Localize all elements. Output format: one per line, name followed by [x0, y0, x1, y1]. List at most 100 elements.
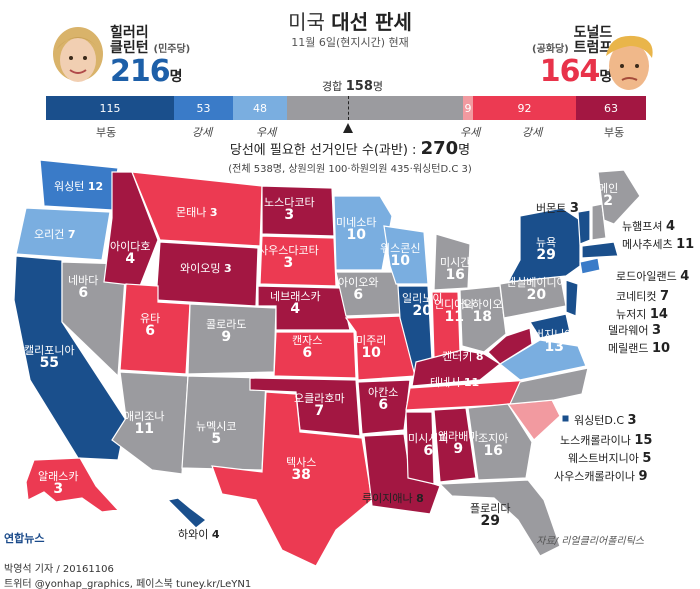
label-ut-votes: 6 — [145, 323, 155, 339]
state-va[interactable] — [498, 339, 587, 381]
clinton-name-text: 클린턴 — [110, 40, 149, 56]
state-md[interactable] — [529, 313, 571, 339]
state-mo[interactable] — [344, 315, 417, 381]
state-ms[interactable] — [405, 411, 435, 485]
label-ky-name: 켄터키 — [442, 350, 473, 363]
label-tx-votes: 38 — [291, 467, 311, 483]
callout-nj-name: 뉴저지 — [616, 308, 647, 321]
label-az-votes: 11 — [134, 421, 154, 437]
callout-ma-votes: 11 — [676, 237, 695, 252]
callout-dc-votes: 3 — [627, 413, 637, 428]
state-ma[interactable] — [581, 241, 619, 259]
label-pa-votes: 20 — [526, 287, 547, 303]
label-oh-name: 오하이오 — [462, 298, 503, 311]
callout-ri: 로드아일랜드 4 — [616, 268, 689, 284]
callout-sc-name: 사우스캐롤라이나 — [554, 470, 635, 483]
label-ms: 미시시피 6 — [408, 432, 448, 458]
label-nm-name: 뉴멕시코 — [196, 420, 237, 433]
label-il-name: 일리노이 — [402, 292, 443, 305]
label-id: 아이다호 4 — [110, 240, 150, 266]
state-sd[interactable] — [259, 235, 337, 287]
state-oh[interactable] — [459, 285, 507, 353]
label-oh-votes: 18 — [472, 309, 492, 325]
state-mt[interactable] — [131, 171, 263, 247]
map-title: 미국 대선 판세 — [0, 6, 700, 35]
callout-nh-votes: 4 — [665, 219, 676, 234]
state-ct[interactable] — [579, 257, 601, 275]
label-tx-name: 텍사스 — [286, 456, 317, 469]
state-me[interactable] — [597, 169, 641, 225]
map-subtitle: 11월 6일(현지시간) 현재 — [291, 36, 409, 49]
state-mi[interactable] — [433, 233, 471, 291]
label-d-lean: 우세 — [256, 126, 277, 139]
label-la-votes: 8 — [416, 492, 424, 505]
callout-wv-name: 웨스트버지니아 — [568, 452, 639, 465]
state-wi[interactable] — [383, 225, 429, 285]
callout-md: 메릴랜드 10 — [608, 340, 670, 356]
label-al-name: 앨라배마 — [438, 430, 479, 443]
label-va-name: 버지니아 — [534, 328, 575, 341]
clinton-name-last: 클린턴 (민주당) — [110, 41, 190, 57]
trump-votes: 164 — [539, 54, 601, 89]
state-ks[interactable] — [273, 331, 357, 379]
tossup-text: 경합 — [322, 80, 343, 93]
label-oh: 오하이오 18 — [462, 298, 502, 324]
label-wa: 워싱턴 12 — [54, 180, 103, 193]
bar-segment-d-lean: 48 — [233, 96, 287, 120]
label-me-name: 메인 — [598, 182, 619, 195]
state-nj[interactable] — [565, 279, 579, 317]
state-ar[interactable] — [357, 379, 411, 435]
bar-segment-tossup — [287, 96, 463, 120]
state-la[interactable] — [363, 433, 441, 515]
label-la: 루이지애나 8 — [362, 492, 424, 505]
trump-block: 도널드 (공화당) 트럼프 164명 — [532, 26, 612, 87]
byline: 박영석 기자 / 20161106 — [4, 564, 114, 575]
label-in-votes: 11 — [444, 309, 464, 325]
trump-portrait — [606, 35, 653, 90]
state-or[interactable] — [15, 207, 111, 261]
callout-de: 델라웨어 3 — [608, 322, 661, 338]
label-ok-name: 오클라호마 — [294, 392, 345, 405]
state-ak[interactable] — [25, 457, 120, 513]
state-ny[interactable] — [506, 207, 581, 283]
state-fl[interactable] — [438, 479, 561, 557]
label-ky: 켄터키 8 — [442, 350, 484, 363]
callout-ri-name: 로드아일랜드 — [616, 270, 677, 283]
label-mi-votes: 16 — [445, 267, 465, 283]
state-vt[interactable] — [577, 209, 591, 245]
callout-ct-name: 코네티컷 — [616, 290, 657, 303]
label-ak-name: 알래스카 — [38, 470, 79, 483]
state-wv[interactable] — [487, 327, 533, 365]
label-wi: 위스콘신 10 — [380, 242, 420, 268]
tossup-value: 158 — [345, 79, 373, 94]
label-ar: 아칸소 6 — [368, 386, 398, 412]
state-hi[interactable] — [166, 497, 207, 529]
label-co: 콜로라도 9 — [206, 318, 246, 344]
tossup-label: 경합 158명 — [322, 78, 383, 94]
callout-md-votes: 10 — [651, 341, 671, 356]
state-al[interactable] — [433, 407, 477, 483]
state-nv[interactable] — [61, 261, 127, 378]
label-wi-name: 위스콘신 — [380, 242, 421, 255]
majority-marker-icon — [343, 123, 353, 133]
state-wy[interactable] — [155, 241, 259, 307]
tossup-unit: 명 — [372, 80, 384, 93]
state-nc[interactable] — [509, 367, 589, 405]
label-hi: 하와이 4 — [178, 528, 220, 541]
label-mt: 몬태나 3 — [176, 206, 218, 219]
label-ga-votes: 16 — [483, 443, 503, 459]
label-ut: 유타 6 — [140, 312, 160, 338]
label-ia-name: 아이오와 — [338, 276, 379, 289]
label-wy-votes: 3 — [223, 262, 232, 275]
title-prefix: 미국 — [288, 10, 325, 34]
label-fl-votes: 29 — [480, 513, 500, 529]
state-nh[interactable] — [591, 203, 607, 241]
state-nd[interactable] — [261, 185, 335, 237]
state-ga[interactable] — [467, 403, 533, 481]
label-co-name: 콜로라도 — [206, 318, 247, 331]
label-nd-name: 노스다코타 — [264, 196, 315, 209]
label-mn: 미네소타 10 — [336, 216, 376, 242]
callout-vt: 버몬트 3 — [536, 200, 579, 216]
label-mn-votes: 10 — [346, 227, 366, 243]
label-mi-name: 미시간 — [440, 256, 471, 269]
